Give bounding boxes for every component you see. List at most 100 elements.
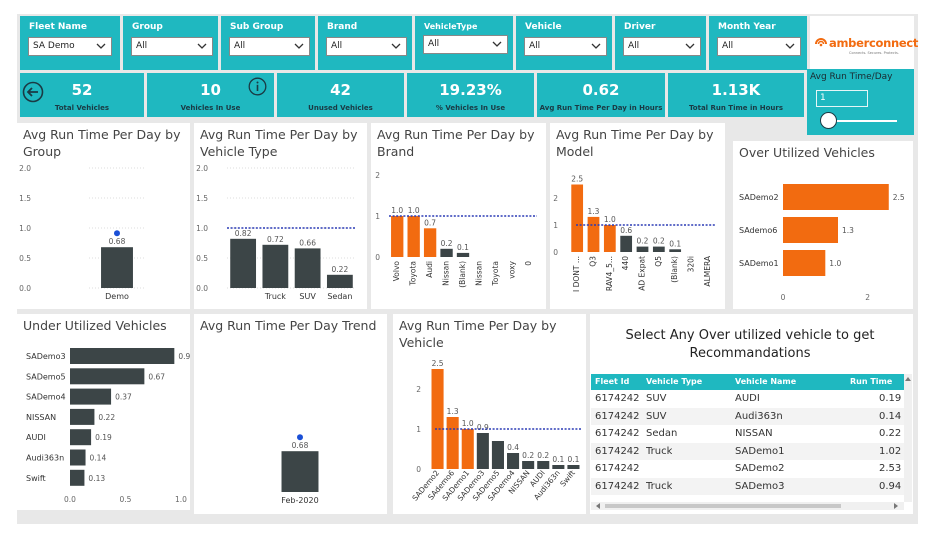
data-label: 0.9 xyxy=(477,423,489,432)
y-tick-label: SADemo5 xyxy=(26,372,66,381)
chart-title: Avg Run Time Per Day Trend xyxy=(200,318,377,333)
column-header-fleet-id[interactable]: Fleet Id xyxy=(595,377,630,386)
back-arrow-icon[interactable] xyxy=(22,81,44,103)
slider-input-value: 1 xyxy=(820,93,826,103)
group-dropdown[interactable]: All xyxy=(131,37,213,56)
chevron-down-icon xyxy=(197,43,207,49)
x-tick-label: 440 xyxy=(621,256,630,271)
cell-vehicle-type: SUV xyxy=(646,393,667,404)
cell-run-time: 1.02 xyxy=(879,445,902,457)
bar xyxy=(294,248,321,288)
data-label: 1.0 xyxy=(604,215,616,224)
bar xyxy=(567,465,580,469)
cell-vehicle-name: SADemo2 xyxy=(735,463,785,475)
x-tick-label: Toyota xyxy=(491,261,500,286)
y-tick-label: 0 xyxy=(416,465,421,474)
data-label: 0.67 xyxy=(148,372,165,381)
cell-vehicle-type: Sedan xyxy=(646,428,678,440)
y-tick-label: 0.0 xyxy=(196,284,208,293)
vehicle-dropdown[interactable]: All xyxy=(524,37,607,56)
slicer-label: VehicleType xyxy=(424,22,478,31)
data-label: 0.94 xyxy=(178,352,190,361)
month-year-dropdown[interactable]: All xyxy=(717,37,801,56)
cell-run-time: 0.19 xyxy=(879,393,902,404)
slider-value-input[interactable]: 1 xyxy=(816,90,868,107)
panel-over-utilized: Over Utilized Vehicles SADemo2 2.5 SAdemo6… xyxy=(733,141,913,309)
scroll-thumb[interactable] xyxy=(605,504,841,508)
data-label: 0.2 xyxy=(441,239,453,248)
data-label: 1.0 xyxy=(829,259,841,268)
table-row[interactable]: 6174242 Truck SADemo3 0.94 xyxy=(591,478,904,495)
data-label: 0.2 xyxy=(537,451,549,460)
data-label: 1.3 xyxy=(842,226,854,235)
data-label: 1.0 xyxy=(462,419,474,428)
table-row[interactable]: 6174242 Sedan NISSAN 0.22 xyxy=(591,425,904,443)
column-header-vehicle-name[interactable]: Vehicle Name xyxy=(735,377,797,386)
y-tick-label: SADemo4 xyxy=(26,393,66,402)
driver-dropdown[interactable]: All xyxy=(623,37,701,56)
scroll-left-icon[interactable] xyxy=(595,503,600,509)
scroll-up-icon[interactable] xyxy=(905,376,911,381)
data-label: 0.2 xyxy=(653,237,665,246)
y-tick-label: Audi363n xyxy=(26,454,64,463)
slider-handle[interactable] xyxy=(820,112,837,129)
bar xyxy=(603,225,616,252)
x-tick-label: 0.0 xyxy=(64,495,76,504)
x-tick-label: Sedan xyxy=(327,292,352,301)
logo-mark-icon xyxy=(815,38,827,47)
table-vertical-scrollbar[interactable] xyxy=(904,374,912,502)
panel-run-time-trend: Avg Run Time Per Day Trend 0.68 Feb-2020 xyxy=(194,314,387,514)
table-row[interactable]: 6174242 SUV AUDI 0.19 xyxy=(591,390,904,407)
cell-fleet-id: 6174242 xyxy=(595,463,640,475)
table-row[interactable]: 6174242 SADemo2 2.53 xyxy=(591,460,904,478)
kpi-card-vehicles-in-use: 10 Vehicles In Use xyxy=(147,73,274,117)
cell-vehicle-name: SADemo1 xyxy=(735,445,785,457)
recommendation-table: Fleet Id Vehicle Type Vehicle Name Run T… xyxy=(591,374,912,510)
dropdown-value: All xyxy=(722,41,734,51)
bar xyxy=(326,274,353,288)
slider-label: Avg Run Time/Day xyxy=(810,72,893,82)
cell-vehicle-name: SADemo3 xyxy=(735,481,785,492)
scroll-right-icon[interactable] xyxy=(894,503,899,509)
data-label: 0.13 xyxy=(88,474,105,483)
data-label: 0.22 xyxy=(98,413,115,422)
panel-run-time-by-group: Avg Run Time Per Day by Group 0.0 0.5 1.0 1… xyxy=(17,123,190,309)
table-horizontal-scrollbar[interactable] xyxy=(591,502,904,510)
marker-dot xyxy=(114,230,120,237)
chart-over-utilized: SADemo2 2.5 SAdemo6 1.3 SADemo1 1.0 0 2 xyxy=(739,184,905,302)
column-header-run-time[interactable]: Run Time xyxy=(850,377,893,386)
kpi-label: Total Vehicles xyxy=(54,104,110,112)
cell-vehicle-type: Truck xyxy=(646,445,673,457)
kpi-card-unused-vehicles: 42 Unused Vehicles xyxy=(277,73,404,117)
data-label: 0.68 xyxy=(109,237,126,246)
kpi-label: Total Run Time in Hours xyxy=(688,104,784,112)
bar xyxy=(456,252,470,257)
bar xyxy=(522,461,535,469)
x-tick-label: Nissan xyxy=(442,261,451,286)
data-label: 0.22 xyxy=(332,265,349,274)
x-tick-label: AD Expat xyxy=(638,256,647,291)
bar xyxy=(476,433,489,469)
column-header-vehicle-type[interactable]: Vehicle Type xyxy=(646,377,703,386)
data-label: 0.2 xyxy=(637,237,649,246)
recommend-heading: Select Any Over utilized vehicle to get … xyxy=(625,328,875,361)
y-tick-label: NISSAN xyxy=(26,413,56,422)
table-row[interactable]: 6174242 Truck SADemo1 1.02 xyxy=(591,442,904,460)
slicer-label: Driver xyxy=(624,22,656,32)
data-label: 0.1 xyxy=(669,239,681,248)
info-icon[interactable] xyxy=(248,77,267,96)
y-tick-label: 0.0 xyxy=(19,284,31,293)
bar xyxy=(391,216,404,257)
y-tick-label: Swift xyxy=(26,474,46,483)
cell-fleet-id: 6174242 xyxy=(595,393,640,404)
slider-track[interactable] xyxy=(829,120,897,122)
bar xyxy=(281,451,319,492)
bar xyxy=(440,248,453,257)
table-row[interactable]: 6174242 SUV Audi363n 0.14 xyxy=(591,407,904,425)
vehicle-type-dropdown[interactable]: All xyxy=(423,35,508,54)
brand-dropdown[interactable]: All xyxy=(326,37,407,56)
marker-dot xyxy=(297,434,303,441)
fleet-name-dropdown[interactable]: SA Demo xyxy=(28,37,112,56)
sub-group-dropdown[interactable]: All xyxy=(229,37,310,56)
